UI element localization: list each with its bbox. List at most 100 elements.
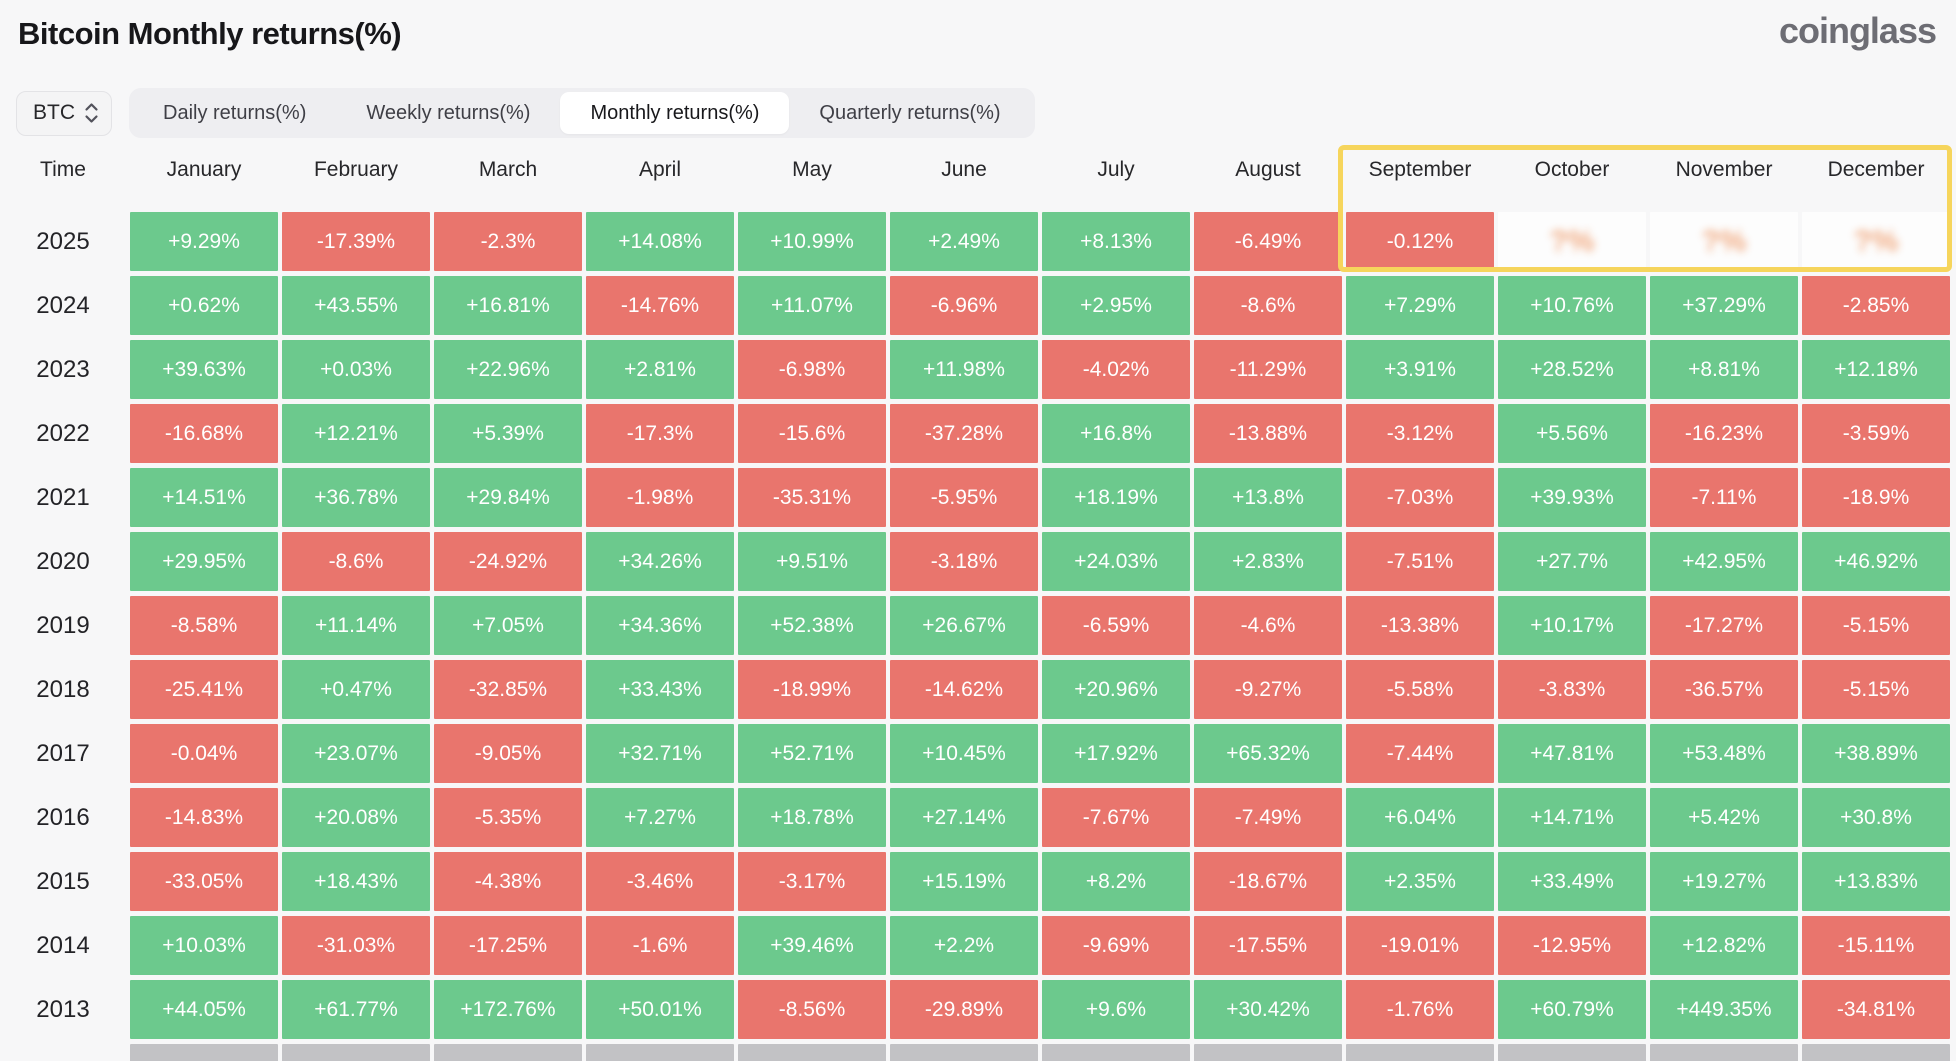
return-cell: +32.71% (586, 724, 734, 783)
hidden-value-label: ?% (1701, 224, 1747, 258)
tab-quarterly-returns[interactable]: Quarterly returns(%) (819, 101, 1001, 124)
return-cell: +12.21% (282, 404, 430, 463)
return-cell: +34.36% (586, 596, 734, 655)
return-cell: -6.98% (738, 340, 886, 399)
return-cell: +5.56% (1498, 404, 1646, 463)
column-header: March (478, 158, 538, 181)
return-cell: -13.88% (1194, 404, 1342, 463)
hidden-value-label: ?% (1853, 224, 1899, 258)
return-cell: +29.84% (434, 468, 582, 527)
return-cell: -14.76% (586, 276, 734, 335)
return-cell: +20.08% (282, 788, 430, 847)
return-cell: +39.46% (738, 916, 886, 975)
tab-monthly-returns[interactable]: Monthly returns(%) (560, 92, 790, 134)
year-label: 2016 (36, 804, 90, 831)
returns-table: 2025 +9.29% -17.39% -2.3% +14.08% +10.99% +2.4… (0, 212, 1950, 1061)
column-header: May (792, 158, 832, 181)
return-cell: -31.03% (282, 916, 430, 975)
return-cell: -9.27% (1194, 660, 1342, 719)
return-cell: -33.05% (130, 852, 278, 911)
hidden-value-label: ?% (1549, 224, 1595, 258)
return-cell: +18.19% (1042, 468, 1190, 527)
return-cell: +5.42% (1650, 788, 1798, 847)
tab-daily-returns[interactable]: Daily returns(%) (163, 101, 307, 124)
column-header: August (1235, 158, 1301, 181)
year-label: 2020 (36, 548, 90, 575)
return-cell (1650, 1044, 1798, 1061)
return-cell (890, 1044, 1038, 1061)
return-cell: +8.81% (1650, 340, 1798, 399)
return-cell: -2.85% (1802, 276, 1950, 335)
return-cell (738, 1044, 886, 1061)
return-cell (1042, 1044, 1190, 1061)
year-label: 2017 (36, 740, 90, 767)
return-cell: -37.28% (890, 404, 1038, 463)
return-cell: +22.96% (434, 340, 582, 399)
return-cell (1498, 1044, 1646, 1061)
return-cell: -9.05% (434, 724, 582, 783)
return-cell: +10.45% (890, 724, 1038, 783)
year-label (0, 1044, 126, 1061)
return-cell: +2.49% (890, 212, 1038, 271)
year-label: 2025 (36, 228, 90, 255)
controls-bar: BTC Daily returns(%) Weekly returns(%) M… (16, 88, 1035, 138)
return-cell: -17.25% (434, 916, 582, 975)
return-cell: +2.35% (1346, 852, 1494, 911)
return-cell (130, 1044, 278, 1061)
return-cell: +20.96% (1042, 660, 1190, 719)
year-label: 2018 (36, 676, 90, 703)
coinglass-logo[interactable]: coinglass (1778, 10, 1937, 51)
return-cell (586, 1044, 734, 1061)
return-cell: +60.79% (1498, 980, 1646, 1039)
return-cell: +39.63% (130, 340, 278, 399)
column-header: Time (40, 158, 86, 181)
return-cell: -7.03% (1346, 468, 1494, 527)
return-cell (434, 1044, 582, 1061)
return-cell: +65.32% (1194, 724, 1342, 783)
return-cell (1802, 1044, 1950, 1061)
return-cell: -7.49% (1194, 788, 1342, 847)
return-cell: -18.67% (1194, 852, 1342, 911)
return-cell: -15.11% (1802, 916, 1950, 975)
year-label: 2022 (36, 420, 90, 447)
return-cell: -17.3% (586, 404, 734, 463)
return-cell: +18.43% (282, 852, 430, 911)
column-header: December (1827, 158, 1925, 181)
return-cell: +30.8% (1802, 788, 1950, 847)
return-cell: +14.71% (1498, 788, 1646, 847)
return-cell: -7.44% (1346, 724, 1494, 783)
return-cell: +10.99% (738, 212, 886, 271)
year-label: 2013 (36, 996, 90, 1023)
return-cell: +38.89% (1802, 724, 1950, 783)
return-cell: ?% (1650, 212, 1798, 271)
return-cell: -12.95% (1498, 916, 1646, 975)
return-cell: +46.92% (1802, 532, 1950, 591)
return-cell: +52.71% (738, 724, 886, 783)
return-cell: +14.51% (130, 468, 278, 527)
return-cell: +7.29% (1346, 276, 1494, 335)
return-cell: -3.12% (1346, 404, 1494, 463)
return-cell: +12.82% (1650, 916, 1798, 975)
returns-period-tabs: Daily returns(%) Weekly returns(%) Month… (129, 88, 1035, 138)
return-cell: +2.95% (1042, 276, 1190, 335)
return-cell: -36.57% (1650, 660, 1798, 719)
return-cell: -18.99% (738, 660, 886, 719)
column-header: September (1368, 158, 1472, 181)
return-cell: +30.42% (1194, 980, 1342, 1039)
symbol-select[interactable]: BTC (16, 90, 112, 136)
return-cell: -35.31% (738, 468, 886, 527)
return-cell: +7.05% (434, 596, 582, 655)
tab-weekly-returns[interactable]: Weekly returns(%) (366, 101, 531, 124)
column-header: July (1097, 158, 1135, 181)
return-cell: +8.13% (1042, 212, 1190, 271)
return-cell: -8.6% (1194, 276, 1342, 335)
return-cell: +11.14% (282, 596, 430, 655)
return-cell: ?% (1802, 212, 1950, 271)
updown-chevron-icon (85, 103, 98, 123)
return-cell: -17.27% (1650, 596, 1798, 655)
return-cell: +24.03% (1042, 532, 1190, 591)
return-cell: +14.08% (586, 212, 734, 271)
return-cell: +28.52% (1498, 340, 1646, 399)
return-cell: -17.39% (282, 212, 430, 271)
return-cell: +27.14% (890, 788, 1038, 847)
